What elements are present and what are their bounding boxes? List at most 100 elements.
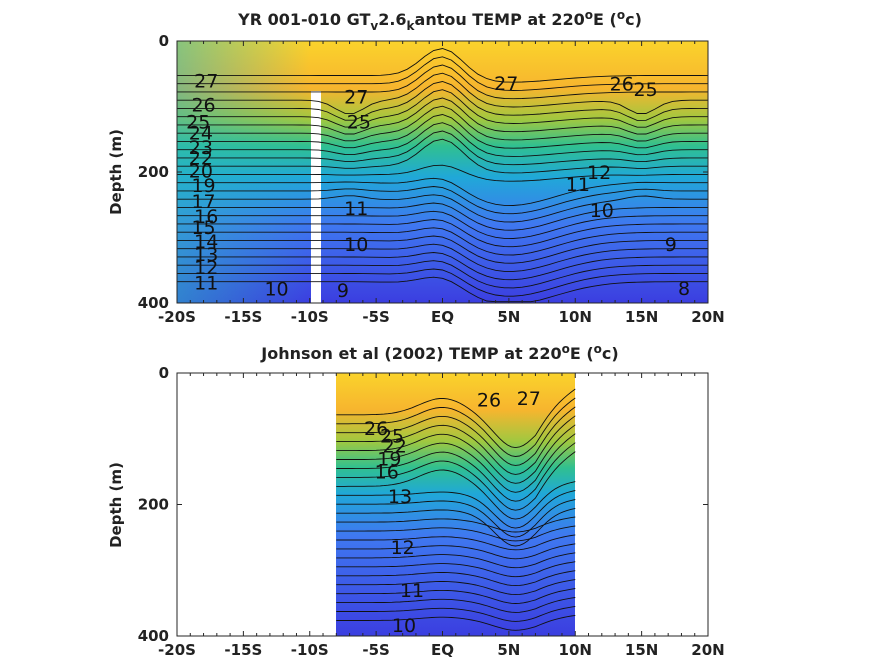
contour-line (336, 442, 576, 502)
y-axis-ticks: 0 200 400 (138, 32, 708, 312)
contour-label: 12 (194, 257, 218, 279)
contour-line (336, 525, 576, 542)
contour-label: 25 (347, 112, 371, 134)
contour-line (177, 64, 708, 100)
x-tick-label: 5N (497, 308, 520, 326)
panel-observations: Johnson et al (2002) TEMP at 220oE (oc) … (107, 342, 725, 659)
contour-label: 10 (392, 615, 416, 637)
x-tick-label: 20N (691, 308, 724, 326)
y-tick-label: 200 (138, 163, 169, 181)
contour-line (336, 516, 576, 533)
contour-label: 15 (191, 217, 215, 239)
contour-label: 14 (194, 231, 218, 253)
x-tick-label: -15S (224, 641, 262, 659)
contour-label: 17 (191, 191, 215, 213)
contour-line (177, 138, 708, 174)
contour-lines (177, 48, 709, 303)
contour-line (177, 122, 708, 157)
x-tick-label: -5S (362, 641, 389, 659)
contour-label: 11 (344, 198, 368, 220)
y-tick-label: 0 (159, 364, 169, 382)
contour-line (177, 227, 708, 256)
panel-model: YR 001-010 GTv2.6kantou TEMP at 220oE (o… (107, 8, 725, 326)
contour-line (336, 397, 576, 457)
contour-label: 22 (189, 148, 213, 170)
contour-line (177, 105, 708, 142)
contour-line (177, 164, 708, 182)
contour-line (177, 210, 708, 239)
x-tick-label: 5N (497, 641, 520, 659)
y-tick-label: 400 (138, 294, 169, 312)
x-tick-label: EQ (431, 308, 454, 326)
contour-label: 27 (194, 70, 218, 92)
contour-label: 12 (391, 537, 415, 559)
x-tick-label: 10N (559, 641, 592, 659)
contour-line (336, 605, 576, 622)
contour-label: 8 (678, 278, 690, 300)
y-tick-label: 200 (138, 496, 169, 514)
contour-line (177, 177, 708, 206)
panel-title: Johnson et al (2002) TEMP at 220oE (oc) (260, 342, 618, 363)
x-tick-label: -20S (158, 641, 196, 659)
contour-line (177, 81, 708, 121)
panel-title: YR 001-010 GTv2.6kantou TEMP at 220oE (o… (237, 8, 642, 33)
contour-label: 27 (494, 73, 518, 95)
contour-line (177, 252, 708, 281)
y-axis-ticks: 0 200 400 (138, 364, 708, 645)
contour-line (177, 114, 708, 149)
contour-line (177, 268, 708, 297)
x-tick-label: 15N (625, 308, 658, 326)
contour-line (336, 490, 576, 529)
contour-label: 11 (194, 273, 218, 295)
contour-label: 9 (337, 280, 349, 302)
contour-line (336, 579, 576, 596)
contour-lines (336, 388, 576, 631)
x-axis-ticks: -20S -15S -10S -5S EQ 5N 10N 15N 20N (158, 373, 725, 659)
contour-line (177, 243, 708, 272)
x-tick-label: 10N (559, 308, 592, 326)
contour-line (177, 194, 708, 223)
x-tick-label: -10S (291, 308, 329, 326)
temperature-field-shading (177, 41, 708, 303)
contour-label: 10 (344, 234, 368, 256)
x-tick-label: -15S (224, 308, 262, 326)
contour-line (177, 202, 708, 231)
contour-label: 26 (191, 95, 215, 117)
contour-label: 9 (665, 234, 677, 256)
y-axis-label: Depth (m) (107, 462, 125, 548)
contour-line (336, 597, 576, 613)
contour-line (177, 130, 708, 166)
contour-line (336, 534, 576, 551)
contour-label: 26 (610, 74, 634, 96)
contour-label: 22 (383, 435, 407, 457)
contour-line (336, 424, 576, 484)
contour-line (336, 388, 576, 449)
contour-label: 27 (517, 388, 541, 410)
contour-label: 16 (375, 462, 399, 484)
contour-label: 12 (587, 162, 611, 184)
x-tick-label: 15N (625, 641, 658, 659)
contour-line (336, 543, 576, 560)
missing-data-gap (311, 91, 321, 303)
contour-line (336, 614, 576, 631)
contour-line (336, 499, 576, 538)
contour-line (177, 260, 708, 289)
contour-line (177, 276, 708, 303)
x-tick-label: -20S (158, 308, 196, 326)
contour-line (177, 186, 708, 215)
contour-label: 26 (364, 418, 388, 440)
contour-label: 13 (388, 486, 412, 508)
contour-label: 19 (377, 448, 401, 470)
contour-label: 25 (186, 112, 210, 134)
x-tick-label: 20N (691, 641, 724, 659)
contour-label: 11 (566, 174, 590, 196)
contour-line (336, 552, 576, 569)
contour-line (336, 451, 576, 511)
contour-line (336, 469, 576, 520)
contour-label: 16 (194, 206, 218, 228)
contour-line (177, 48, 709, 83)
contour-line (177, 219, 708, 248)
contour-label: 10 (590, 200, 614, 222)
contour-line (336, 406, 576, 466)
